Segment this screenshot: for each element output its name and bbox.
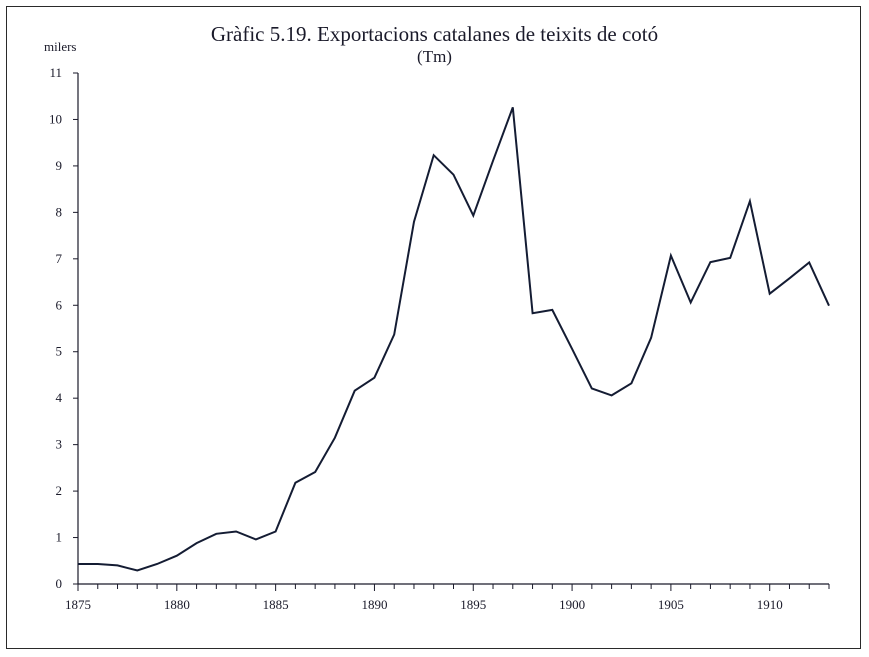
chart-subtitle: (Tm)	[417, 47, 452, 66]
chart-frame	[6, 6, 861, 649]
y-tick-label: 2	[56, 483, 63, 498]
y-tick-label: 0	[56, 576, 63, 591]
x-tick-label: 1905	[658, 597, 684, 612]
x-tick-label: 1875	[65, 597, 91, 612]
y-tick-label: 3	[56, 437, 63, 452]
y-tick-label: 6	[56, 297, 63, 312]
x-tick-label: 1880	[164, 597, 190, 612]
y-axis-label: milers	[44, 39, 77, 54]
y-tick-label: 8	[56, 204, 63, 219]
y-tick-label: 9	[56, 158, 63, 173]
y-tick-label: 1	[56, 530, 63, 545]
chart-title: Gràfic 5.19. Exportacions catalanes de t…	[210, 22, 659, 46]
y-tick-label: 7	[56, 251, 63, 266]
x-tick-label: 1910	[757, 597, 783, 612]
x-tick-label: 1890	[361, 597, 387, 612]
series-line	[78, 107, 830, 572]
y-tick-label: 4	[56, 390, 63, 405]
x-tick-label: 1885	[263, 597, 289, 612]
x-tick-label: 1895	[460, 597, 486, 612]
x-tick-label: 1900	[559, 597, 585, 612]
axes: 0 1 2 3 4 5 6 7 8 9 10 11 1875 1880 1885 1890 1895 1900 19…	[49, 65, 830, 612]
y-tick-label: 10	[49, 111, 62, 126]
y-tick-label: 5	[56, 344, 63, 359]
y-tick-label: 11	[49, 65, 62, 80]
series-group	[78, 107, 830, 572]
